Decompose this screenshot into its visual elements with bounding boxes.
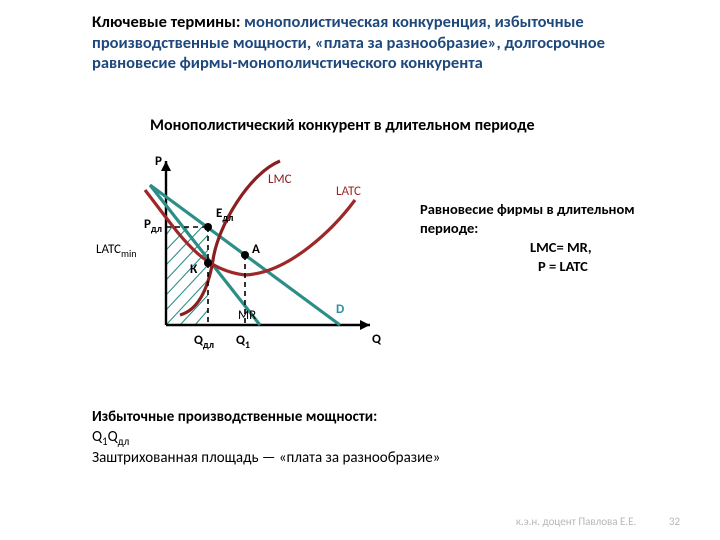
chart-title: Монополистический конкурент в длительном…: [150, 116, 580, 135]
eq-line3: LMC= MR,: [420, 238, 680, 257]
excess-qdl-sub: дл: [118, 435, 130, 448]
eq-line2: периоде:: [420, 219, 680, 238]
svg-text:Q1: Q1: [236, 333, 250, 351]
svg-text:Едл: Едл: [216, 206, 233, 224]
excess-q1: Q: [92, 428, 102, 446]
svg-text:Q: Q: [372, 332, 382, 347]
svg-text:Pдл: Pдл: [144, 217, 162, 235]
svg-text:LATC: LATC: [336, 184, 361, 199]
excess-qdl: Q: [108, 428, 118, 446]
svg-text:Qдл: Qдл: [194, 333, 214, 351]
excess-title: Избыточные производственные мощности:: [92, 408, 377, 426]
key-terms-lead: Ключевые термины:: [92, 12, 244, 32]
slide-footer: к.э.н. доцент Павлова Е.Е. 32: [80, 515, 680, 528]
eq-line4: P = LATC: [420, 257, 680, 276]
svg-text:D: D: [336, 302, 344, 317]
excess-capacity-block: Избыточные производственные мощности: Q1…: [92, 408, 652, 468]
svg-text:LMC: LMC: [268, 172, 292, 187]
svg-text:LATCmin: LATCmin: [96, 242, 137, 260]
eq-line1: Равновесие фирмы в длительном: [420, 200, 680, 219]
svg-text:P: P: [155, 154, 162, 169]
footer-author: к.э.н. доцент Павлова Е.Е.: [516, 515, 636, 528]
svg-text:MR: MR: [238, 308, 256, 323]
svg-text:А: А: [252, 242, 260, 257]
svg-text:К: К: [190, 262, 198, 277]
excess-line2: Заштрихованная площадь — «плата за разно…: [92, 449, 440, 467]
key-terms-heading: Ключевые термины: монополистическая конк…: [92, 12, 662, 74]
footer-page: 32: [669, 515, 680, 528]
equilibrium-text: Равновесие фирмы в длительном периоде: L…: [420, 200, 680, 275]
econ-chart: PQDMRLMCLATCLATCminPдлQдлQ1ЕдлКА: [100, 155, 410, 365]
